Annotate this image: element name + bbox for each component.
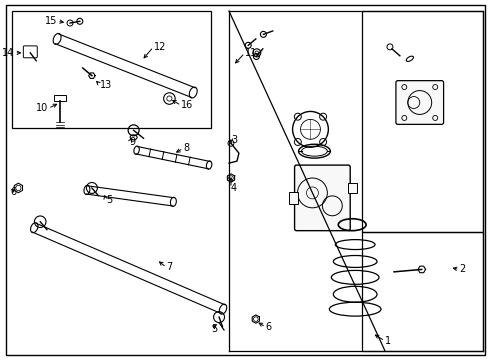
Bar — [12, 11, 211, 128]
Text: 14: 14 — [2, 48, 14, 58]
Text: 9: 9 — [130, 137, 136, 147]
Text: 10: 10 — [36, 103, 48, 113]
Text: 13: 13 — [100, 80, 112, 90]
Text: 6: 6 — [266, 322, 272, 332]
Bar — [348, 183, 357, 193]
Text: 11: 11 — [245, 48, 257, 58]
Text: 2: 2 — [460, 264, 466, 274]
Text: 6: 6 — [10, 187, 17, 197]
Text: 15: 15 — [45, 16, 57, 26]
Text: 5: 5 — [211, 324, 218, 334]
Text: 5: 5 — [106, 195, 112, 205]
Text: 12: 12 — [153, 42, 166, 52]
Bar — [362, 232, 483, 351]
Text: 1: 1 — [385, 336, 391, 346]
Text: 7: 7 — [167, 262, 172, 273]
FancyBboxPatch shape — [396, 81, 443, 124]
Bar — [54, 95, 66, 100]
Text: 3: 3 — [231, 135, 237, 145]
Text: 8: 8 — [183, 143, 190, 153]
Text: 4: 4 — [231, 183, 237, 193]
Bar — [362, 11, 483, 232]
Bar — [289, 192, 297, 204]
FancyBboxPatch shape — [294, 165, 350, 231]
Text: 16: 16 — [181, 100, 194, 111]
